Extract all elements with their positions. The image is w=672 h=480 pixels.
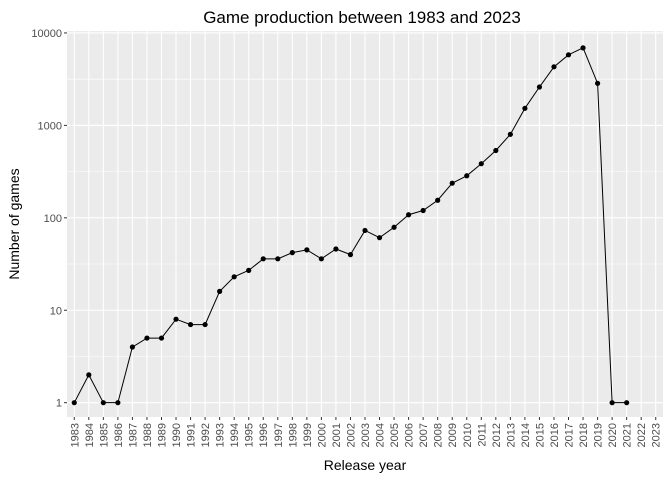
x-tick-label: 1999 [302,423,314,447]
y-axis-title: Number of games [6,168,22,279]
data-point [565,52,572,58]
y-tick-label: 100 [44,213,62,225]
data-point [376,235,383,241]
x-axis: 1983 1984 1985 1986 1987 1988 1989 1990 1991 1992… [69,417,663,447]
data-point [333,246,339,252]
x-tick-label: 2016 [549,423,561,447]
data-point [624,400,630,406]
data-point [478,161,484,167]
x-tick-label: 1985 [98,423,110,447]
data-point [507,131,513,137]
data-point [187,321,194,328]
x-tick-label: 2020 [607,423,619,447]
data-point [217,288,223,294]
x-tick-label: 2008 [433,423,445,447]
x-tick-label: 2023 [651,423,663,447]
x-tick-label: 1993 [215,423,227,447]
x-tick-label: 1992 [200,423,212,447]
x-tick-label: 2021 [622,423,634,447]
data-point [594,80,601,86]
x-tick-label: 2017 [564,423,576,447]
x-tick-label: 2009 [447,423,459,447]
data-point [435,197,441,203]
x-tick-label: 2007 [418,423,430,447]
data-point [289,250,295,256]
y-tick-label: 10000 [31,28,62,40]
data-point [464,173,470,179]
data-point [551,64,557,70]
chart-title: Game production between 1983 and 2023 [203,8,521,27]
x-tick-label: 1994 [229,423,241,447]
x-tick-label: 1997 [273,423,285,447]
data-point [536,84,543,90]
data-point [580,45,586,51]
data-point [275,256,281,262]
y-tick-label: 10 [50,305,62,317]
data-point [246,267,252,273]
x-tick-label: 1988 [142,423,154,447]
grid-major [67,31,663,417]
x-tick-label: 2011 [476,423,488,447]
x-tick-label: 1990 [171,423,183,447]
data-point [406,212,412,218]
data-point [609,400,615,406]
y-axis: 1 10 100 1000 10000 [31,28,67,410]
data-point [304,247,310,253]
data-point [318,256,324,262]
x-tick-label: 2010 [462,423,474,447]
data-point [260,256,266,262]
x-tick-label: 1998 [287,423,299,447]
data-point [202,321,208,328]
x-tick-label: 2004 [375,423,387,447]
x-tick-label: 2002 [345,423,357,447]
data-point [362,227,368,234]
data-point [115,400,121,406]
data-point [144,335,150,341]
data-point [71,400,77,406]
data-point [391,224,397,230]
x-tick-label: 2000 [316,423,328,447]
data-point [86,372,92,378]
x-tick-label: 2006 [404,423,416,447]
y-tick-label: 1000 [38,120,62,132]
x-tick-label: 2001 [331,423,343,447]
data-point [493,147,499,154]
x-tick-label: 2014 [520,423,532,447]
x-tick-label: 1989 [156,423,168,447]
data-point [449,180,455,186]
data-point [173,316,179,322]
x-tick-label: 2012 [491,423,503,447]
data-point [347,252,354,258]
x-tick-label: 1995 [244,423,256,447]
x-tick-label: 2003 [360,423,372,447]
x-tick-label: 1991 [186,423,198,447]
data-point [158,335,165,341]
x-tick-label: 2019 [593,423,605,447]
x-tick-label: 1984 [84,423,96,447]
series-points [71,45,630,406]
x-tick-label: 2005 [389,423,401,447]
x-tick-label: 2015 [534,423,546,447]
data-point [522,105,528,111]
x-axis-title: Release year [324,457,407,473]
x-tick-label: 1987 [127,423,139,447]
data-point [420,207,426,214]
data-point [100,400,106,406]
x-tick-label: 1986 [113,423,125,447]
data-point [231,274,237,280]
x-tick-label: 2018 [578,423,590,447]
x-tick-label: 2013 [505,423,517,447]
x-tick-label: 1996 [258,423,270,447]
x-tick-label: 1983 [69,423,81,447]
x-tick-label: 2022 [636,423,648,447]
y-tick-label: 1 [56,398,62,410]
data-point [129,344,136,350]
